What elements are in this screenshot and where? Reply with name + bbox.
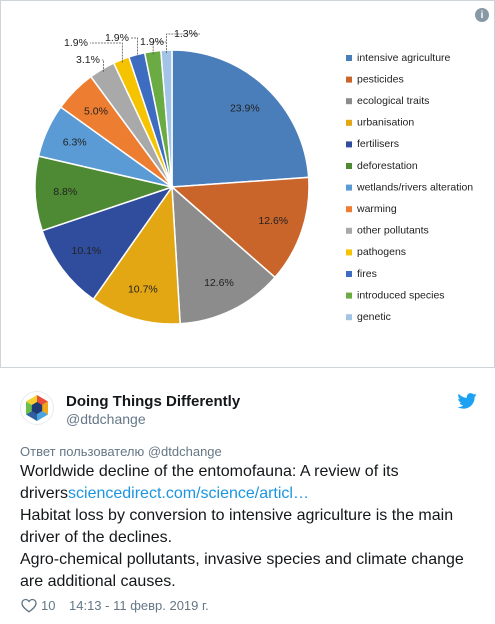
legend-swatch [346, 55, 352, 61]
value-label: 23.9% [230, 103, 260, 115]
twitter-logo[interactable] [457, 393, 477, 409]
leader-line [131, 37, 138, 58]
info-icon[interactable] [475, 8, 489, 22]
legend-label: intensive agriculture [357, 52, 451, 64]
legend-swatch [346, 141, 352, 148]
value-label: 12.6% [258, 215, 288, 227]
legend-swatch [346, 314, 352, 321]
paragraph: Worldwide decline of the entomofauna: A … [20, 461, 482, 505]
leader-line [152, 41, 166, 55]
legend-label: pesticides [357, 73, 404, 85]
paragraph: Agro-chemical pollutants, invasive speci… [20, 551, 464, 590]
legend-swatch [346, 163, 352, 169]
leader-line [102, 59, 104, 72]
legend-label: introduced species [357, 289, 445, 301]
pie-slice [170, 176, 310, 279]
legend-label: fertilisers [357, 138, 399, 150]
pie-slice [41, 185, 174, 301]
value-label: 1.9% [105, 32, 129, 44]
legend-swatch [346, 271, 352, 277]
avatar[interactable] [20, 391, 54, 425]
article-link[interactable]: sciencedirect.com/science/articl… [68, 485, 309, 502]
pie-slice [171, 49, 310, 188]
legend-swatch [346, 249, 352, 256]
value-label: 10.1% [72, 245, 102, 257]
legend-swatch [346, 206, 352, 213]
value-label: 1.9% [140, 36, 164, 48]
info-icon-glyph: i [481, 10, 484, 21]
legend-label: genetic [357, 311, 391, 323]
value-label: 8.8% [53, 186, 77, 198]
leader-line [90, 42, 123, 63]
legend-swatch [346, 227, 352, 234]
legend-label: wetlands/rivers alteration [356, 181, 473, 193]
paragraph: Habitat loss by conversion to intensive … [20, 507, 454, 546]
value-label: 1.9% [64, 37, 88, 49]
legend-label: deforestation [357, 160, 418, 172]
legend-label: pathogens [357, 246, 406, 258]
text: Worldwide decline of the entomofauna: A … [20, 463, 399, 502]
legend-label: fires [357, 268, 377, 280]
value-label: 3.1% [76, 54, 100, 66]
pie-slice [92, 184, 181, 325]
timestamp[interactable]: 14:13 - 11 февр. 2019 г. [69, 598, 209, 613]
legend-swatch [346, 119, 352, 126]
value-label: 6.3% [63, 137, 87, 149]
value-label: 10.7% [128, 284, 158, 296]
legend-label: warming [356, 203, 397, 215]
author-handle[interactable]: @dtdchange [66, 411, 146, 427]
reply-to[interactable]: Ответ пользователю @dtdchange [20, 444, 222, 459]
legend-label: other pollutants [357, 225, 429, 237]
value-label: 1.3% [174, 28, 198, 40]
legend-swatch [346, 292, 352, 299]
pie-slice [160, 49, 173, 188]
legend-label: urbanisation [357, 117, 414, 129]
leader-line [166, 33, 200, 54]
tweet-text: Worldwide decline of the entomofauna: A … [20, 461, 482, 593]
legend-swatch [346, 184, 352, 191]
value-label: 5.0% [84, 106, 108, 118]
like-count[interactable]: 10 [41, 598, 56, 613]
author-name[interactable]: Doing Things Differently [66, 393, 241, 410]
legend-label: ecological traits [357, 95, 429, 107]
like-icon[interactable] [21, 598, 37, 613]
legend-swatch [346, 76, 352, 83]
legend-swatch [346, 98, 352, 105]
value-label: 12.6% [204, 277, 234, 289]
chart: i 23.9% 12.6% 12.6% 10.7% 10.1% 8.8% 6.3% 5.0% 3… [0, 0, 495, 368]
pie-slice [171, 185, 277, 325]
